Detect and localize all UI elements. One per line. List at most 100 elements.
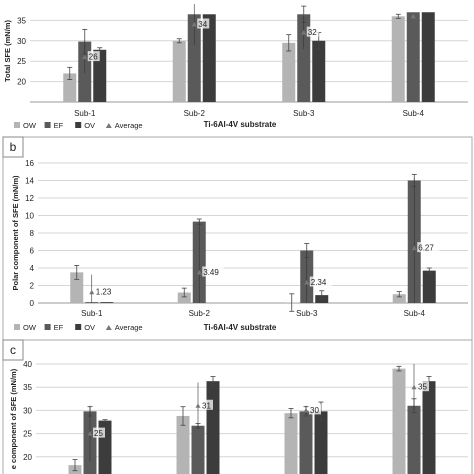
bar-ef (407, 405, 421, 474)
average-data-label: 6.27 (418, 244, 434, 253)
average-marker (87, 431, 93, 436)
panel-frame (2, 339, 473, 474)
bar-ow (392, 368, 406, 474)
legend-swatch (105, 123, 112, 128)
average-label-bg (94, 286, 117, 297)
x-tick-label: Sub-1 (81, 309, 103, 318)
y-tick-label: 10 (25, 212, 34, 221)
legend-label: Average (115, 121, 143, 130)
average-marker (410, 13, 416, 19)
average-data-label: 26 (89, 53, 98, 62)
bar-ow (63, 73, 77, 102)
average-label-bg (417, 381, 429, 392)
legend-swatch (44, 122, 51, 128)
bar-ow (70, 272, 84, 303)
bar-ef (406, 12, 420, 103)
legend: OW EF OV Average (14, 121, 143, 130)
y-tick-label: 2 (30, 282, 35, 291)
bar-ov (422, 381, 436, 474)
y-tick-label: 0 (30, 299, 35, 308)
y-tick-label: 14 (25, 177, 34, 186)
average-label-bg (197, 18, 210, 29)
bar-ow (172, 40, 186, 102)
chart-panel-c: c152025303540e component of SFE (mN/m)25… (2, 339, 473, 474)
bar-ov (202, 14, 216, 103)
average-marker (195, 403, 201, 408)
bar-ow (176, 415, 190, 474)
y-tick-label: 30 (23, 406, 32, 415)
average-data-label: 1.23 (96, 288, 112, 297)
bar-ow (391, 16, 405, 102)
y-tick-label: 4 (30, 264, 35, 273)
bar-ov (314, 411, 328, 474)
bar-ov (421, 12, 435, 103)
average-data-label: 2.34 (311, 278, 327, 287)
x-tick-label: Sub-2 (189, 309, 211, 318)
bar-ov (312, 40, 326, 102)
y-axis-label: Total SFE (mN/m) (3, 20, 12, 82)
bar-ov (100, 302, 114, 303)
y-tick-label: 30 (17, 37, 26, 46)
legend-swatch (75, 122, 82, 128)
legend-label: OV (84, 121, 95, 130)
legend-label: OV (84, 323, 95, 332)
x-tick-label: Sub-4 (404, 309, 426, 318)
y-tick-label: 20 (23, 453, 32, 462)
legend-swatch (105, 325, 112, 330)
y-axis-label: e component of SFE (mN/m) (9, 368, 18, 469)
average-marker (411, 384, 417, 390)
legend-swatch (75, 324, 82, 330)
bar-ow (284, 413, 298, 474)
legend-label: OW (23, 323, 37, 332)
y-tick-label: 25 (23, 430, 32, 439)
average-data-label: 3.49 (203, 268, 219, 277)
y-tick-label: 20 (17, 78, 26, 87)
legend-swatch (44, 324, 51, 330)
y-tick-label: 35 (17, 16, 26, 25)
x-tick-label: Sub-1 (74, 109, 96, 118)
x-tick-label: Sub-2 (184, 109, 206, 118)
average-marker (191, 21, 197, 27)
x-tick-label: Sub-3 (296, 309, 318, 318)
panel-label: b (10, 140, 17, 154)
x-axis-label: Ti-6Al-4V substrate (204, 323, 277, 332)
y-tick-label: 6 (30, 247, 35, 256)
y-tick-label: 40 (23, 360, 32, 369)
bar-ow (392, 294, 406, 303)
y-tick-label: 12 (25, 194, 34, 203)
average-label-bg (93, 427, 105, 438)
average-marker (196, 269, 202, 275)
average-marker (89, 289, 95, 295)
bar-ef (299, 411, 313, 474)
average-marker (82, 54, 88, 60)
average-marker (411, 245, 417, 251)
panel-label-box (2, 136, 24, 158)
chart-panel-b: b 0 2 4 6 8 10 12 14 16 Polar component of SFE (mN… (2, 136, 473, 341)
average-data-label: 30 (310, 406, 319, 415)
legend-swatch (14, 324, 20, 330)
average-marker (301, 30, 307, 35)
average-marker (303, 407, 309, 413)
average-label-bg (87, 51, 100, 62)
bar-ef (191, 425, 205, 474)
panel-label: c (10, 343, 16, 357)
legend: OW EF OV Average (14, 323, 143, 332)
chart-panel-a: 20 25 30 35 Total SFE (mN/m) 26 Sub-1 34 Sub-2 32… (3, 4, 468, 130)
average-label-bg (309, 276, 332, 287)
average-data-label: 34 (198, 20, 207, 29)
average-label-bg (201, 399, 213, 410)
average-label-bg (417, 242, 440, 253)
average-label-bg (202, 266, 225, 277)
panel-label-box (2, 339, 24, 361)
bar-ov (422, 270, 436, 303)
bar-ef (187, 14, 201, 103)
average-data-label: 35 (418, 383, 427, 392)
y-tick-label: 25 (17, 57, 26, 66)
bar-ov (93, 49, 107, 102)
bar-ow (177, 292, 191, 303)
legend-swatch (14, 122, 20, 128)
y-tick-label: 16 (25, 159, 34, 168)
average-marker (304, 280, 310, 285)
y-tick-label: 8 (30, 229, 35, 238)
